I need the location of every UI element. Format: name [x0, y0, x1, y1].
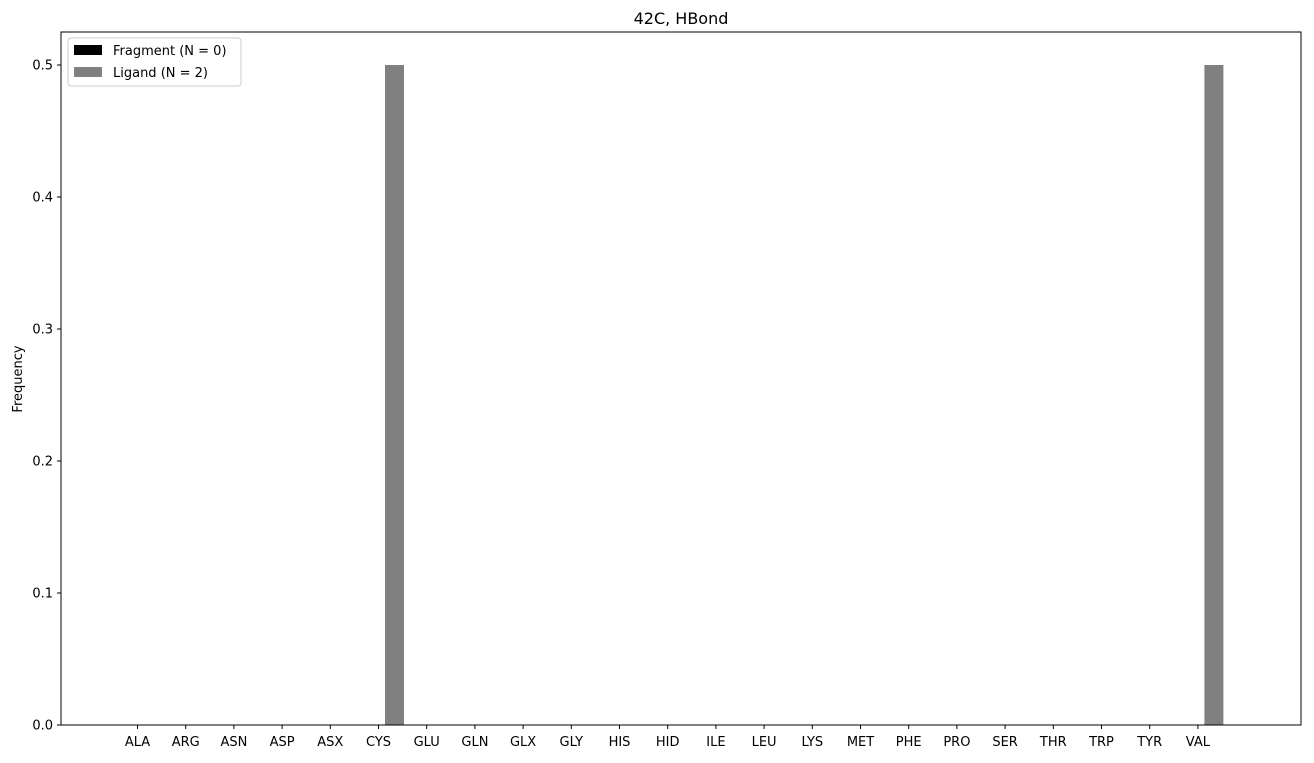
- x-tick-label-glu: GLU: [414, 735, 440, 750]
- y-tick-label: 0.0: [32, 719, 53, 734]
- y-tick-label: 0.3: [32, 323, 53, 338]
- y-tick-label: 0.4: [32, 191, 53, 206]
- x-tick-label-gly: GLY: [560, 735, 584, 750]
- y-tick-label: 0.5: [32, 59, 53, 74]
- x-tick-label-pro: PRO: [943, 735, 970, 750]
- x-tick-label-val: VAL: [1186, 735, 1211, 750]
- x-tick-label-asp: ASP: [270, 735, 295, 750]
- x-tick-label-gln: GLN: [461, 735, 488, 750]
- legend: Fragment (N = 0) Ligand (N = 2): [67, 37, 242, 87]
- x-tick-label-phe: PHE: [896, 735, 922, 750]
- x-tick-label-his: HIS: [609, 735, 631, 750]
- x-tick-label-thr: THR: [1039, 735, 1067, 750]
- x-tick-label-leu: LEU: [752, 735, 777, 750]
- y-tick-label: 0.1: [32, 587, 53, 602]
- chart-title: 42C, HBond: [634, 9, 729, 28]
- bar-ligand-val: [1204, 65, 1224, 725]
- plot-frame: [60, 31, 1302, 726]
- x-tick-label-trp: TRP: [1088, 735, 1114, 750]
- bar-ligand-cys: [385, 65, 404, 725]
- x-tick-label-cys: CYS: [366, 735, 391, 750]
- x-tick-label-arg: ARG: [172, 735, 200, 750]
- y-axis-label: Frequency: [11, 345, 26, 412]
- x-tick-label-hid: HID: [656, 735, 680, 750]
- x-tick-label-glx: GLX: [510, 735, 536, 750]
- x-tick-label-met: MET: [847, 735, 874, 750]
- legend-label-ligand: Ligand (N = 2): [113, 66, 208, 81]
- x-tick-label-ser: SER: [992, 735, 1018, 750]
- legend-swatch-fragment: [74, 45, 102, 55]
- bars-layer: [385, 65, 1224, 725]
- legend-label-fragment: Fragment (N = 0): [113, 44, 227, 59]
- x-tick-label-lys: LYS: [801, 735, 823, 750]
- x-tick-label-ala: ALA: [125, 735, 150, 750]
- x-tick-label-ile: ILE: [706, 735, 725, 750]
- axes-layer: 0.0 0.1 0.2 0.3 0.4 0.5 ALA ARG ASN ASP ASX CYS GLU G…: [32, 31, 1302, 750]
- x-tick-label-tyr: TYR: [1136, 735, 1162, 750]
- x-tick-label-asx: ASX: [317, 735, 343, 750]
- y-tick-label: 0.2: [32, 455, 53, 470]
- legend-frame: [67, 37, 242, 87]
- x-tick-label-asn: ASN: [220, 735, 247, 750]
- legend-swatch-ligand: [74, 67, 102, 77]
